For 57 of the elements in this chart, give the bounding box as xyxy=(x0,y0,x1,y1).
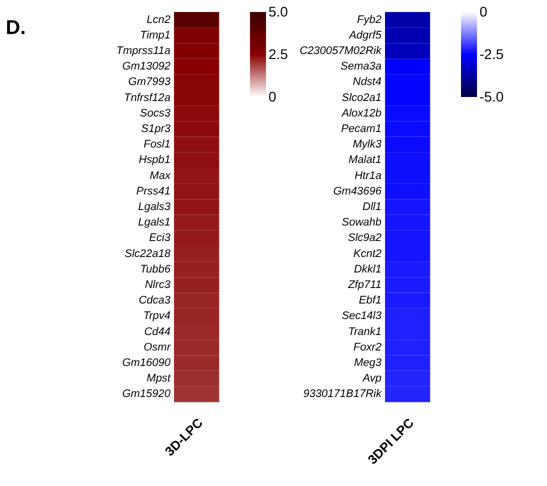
y-tick-label: Gm7993 xyxy=(128,76,172,88)
y-tick-label: Lgals1 xyxy=(138,216,170,229)
y-tick-label: Timp1 xyxy=(140,29,170,42)
y-tick-label: Gm15920 xyxy=(122,388,172,400)
y-tick-label: Cd44 xyxy=(144,326,170,338)
y-tick-label: Tubb6 xyxy=(140,263,172,276)
y-tick-label: Avp xyxy=(362,372,382,385)
y-tick-label: Trpv4 xyxy=(143,310,170,322)
color-bar-label: 0 xyxy=(480,4,488,20)
y-tick-label: Slc22a18 xyxy=(124,248,172,260)
y-tick-label: Max xyxy=(150,170,171,182)
y-tick-label: Dkkl1 xyxy=(354,263,382,276)
y-tick-label: Socs3 xyxy=(140,107,172,120)
y-tick-label: Osmr xyxy=(144,341,172,354)
y-tick-label: Htr1a xyxy=(354,170,382,182)
y-tick-label: Nlrc3 xyxy=(144,279,172,291)
y-tick-label: C230057M02Rik xyxy=(300,45,382,57)
y-tick-label: Ndst4 xyxy=(352,76,382,88)
y-tick-label: Eci3 xyxy=(149,232,172,244)
chart-title: D. xyxy=(6,17,26,39)
y-tick-label: S1pr3 xyxy=(141,123,172,135)
y-tick-label: Gm43696 xyxy=(333,185,382,198)
y-tick-label: Malat1 xyxy=(348,154,382,166)
y-tick-label: Sema3a xyxy=(340,60,382,73)
y-tick-label: Zfp711 xyxy=(347,279,382,291)
y-tick-label: Gm16090 xyxy=(122,357,172,369)
y-tick-label: Fosl1 xyxy=(144,138,170,151)
y-tick-label: Mpst xyxy=(146,372,172,385)
y-tick-label: Meg3 xyxy=(354,357,382,369)
y-tick-label: Slc9a2 xyxy=(348,232,382,244)
color-bar-label: 5.0 xyxy=(268,4,288,20)
y-tick-label: Mylk3 xyxy=(352,138,382,151)
y-tick-label: 9330171B17Rik xyxy=(303,388,382,400)
y-tick-label: Tmprss11a xyxy=(116,45,170,57)
color-bar-label: -5.0 xyxy=(480,88,504,104)
y-tick-label: Tnfrsf12a xyxy=(124,92,170,104)
y-tick-label: Adgrf5 xyxy=(348,29,382,42)
y-tick-label: Lgals3 xyxy=(138,201,172,213)
y-tick-label: Fyb2 xyxy=(357,14,382,26)
color-bar-label: -2.5 xyxy=(480,46,504,62)
y-tick-label: Slco2a1 xyxy=(342,92,382,104)
y-tick-label: Gm13092 xyxy=(122,60,170,73)
y-tick-label: Sec14l3 xyxy=(342,310,382,322)
y-tick-label: Prss41 xyxy=(136,185,170,198)
y-tick-label: Trank1 xyxy=(348,326,382,338)
color-bar-label: 2.5 xyxy=(268,46,288,62)
y-tick-label: Kcnt2 xyxy=(353,248,382,260)
y-tick-label: Alox12b xyxy=(340,107,382,120)
y-tick-label: Sowahb xyxy=(342,216,382,229)
y-tick-label: Foxr2 xyxy=(353,341,382,354)
y-tick-label: Ebf1 xyxy=(358,294,382,307)
y-tick-label: Lcn2 xyxy=(146,14,170,26)
y-tick-label: Pecam1 xyxy=(341,123,382,135)
y-tick-label: Hspb1 xyxy=(138,154,170,166)
y-tick-label: Cdca3 xyxy=(138,294,172,307)
color-bar-label: 0 xyxy=(268,88,276,104)
y-tick-label: Dll1 xyxy=(362,201,382,213)
